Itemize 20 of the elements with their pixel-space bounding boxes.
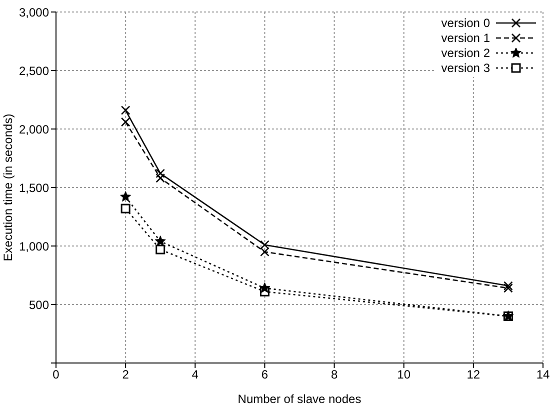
x-tick-label: 14 bbox=[536, 368, 550, 382]
y-tick-label: 1,500 bbox=[18, 180, 50, 195]
x-tick-label: 4 bbox=[192, 368, 199, 382]
x-tick-label: 10 bbox=[397, 368, 411, 382]
legend-label: version 0 bbox=[441, 16, 490, 30]
x-tick-label: 0 bbox=[52, 368, 60, 382]
y-tick-label: 3,000 bbox=[18, 5, 50, 20]
y-tick-label: 1,000 bbox=[18, 239, 50, 254]
legend-label: version 2 bbox=[441, 46, 490, 60]
x-axis-title: Number of slave nodes bbox=[238, 392, 362, 406]
x-tick-label: 6 bbox=[261, 368, 268, 382]
x-tick-label: 8 bbox=[330, 368, 338, 382]
x-tick-label: 12 bbox=[466, 368, 480, 382]
y-tick-label: 2,500 bbox=[18, 64, 50, 78]
legend-label: version 1 bbox=[441, 30, 490, 44]
y-tick-label: 2,000 bbox=[18, 122, 50, 136]
legend-label: version 3 bbox=[441, 60, 490, 74]
y-axis-title: Execution time (in seconds) bbox=[1, 114, 15, 262]
x-tick-label: 2 bbox=[122, 368, 130, 382]
y-tick-label: 500 bbox=[28, 298, 50, 312]
